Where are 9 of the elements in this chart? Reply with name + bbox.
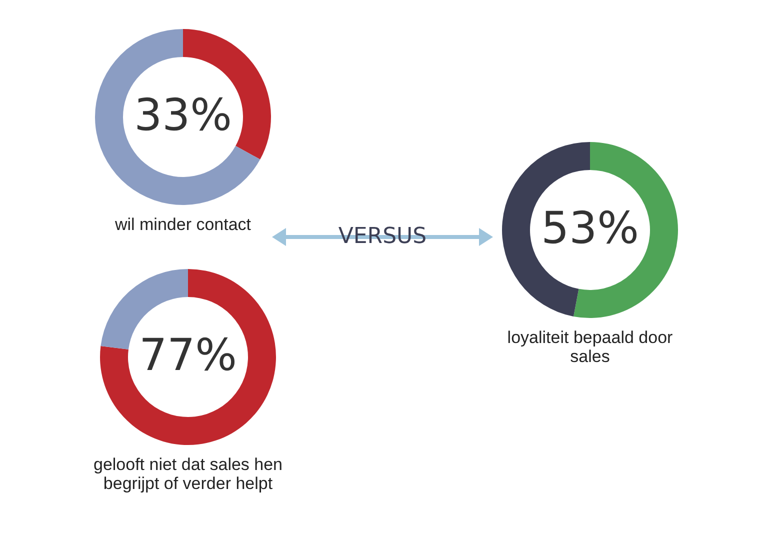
- text: VERSUS: [337, 224, 428, 249]
- data-label: 77%: [139, 330, 237, 381]
- data-label: 53%: [541, 203, 639, 254]
- donut-slice: [100, 269, 276, 445]
- text: gelooft niet dat sales hen begrijpt of verder helpt: [93, 455, 283, 493]
- text: loyaliteit bepaald door sales: [507, 328, 674, 366]
- text: wil minder contact: [114, 215, 252, 234]
- donut-slice: [95, 29, 260, 205]
- data-label: 33%: [134, 90, 232, 141]
